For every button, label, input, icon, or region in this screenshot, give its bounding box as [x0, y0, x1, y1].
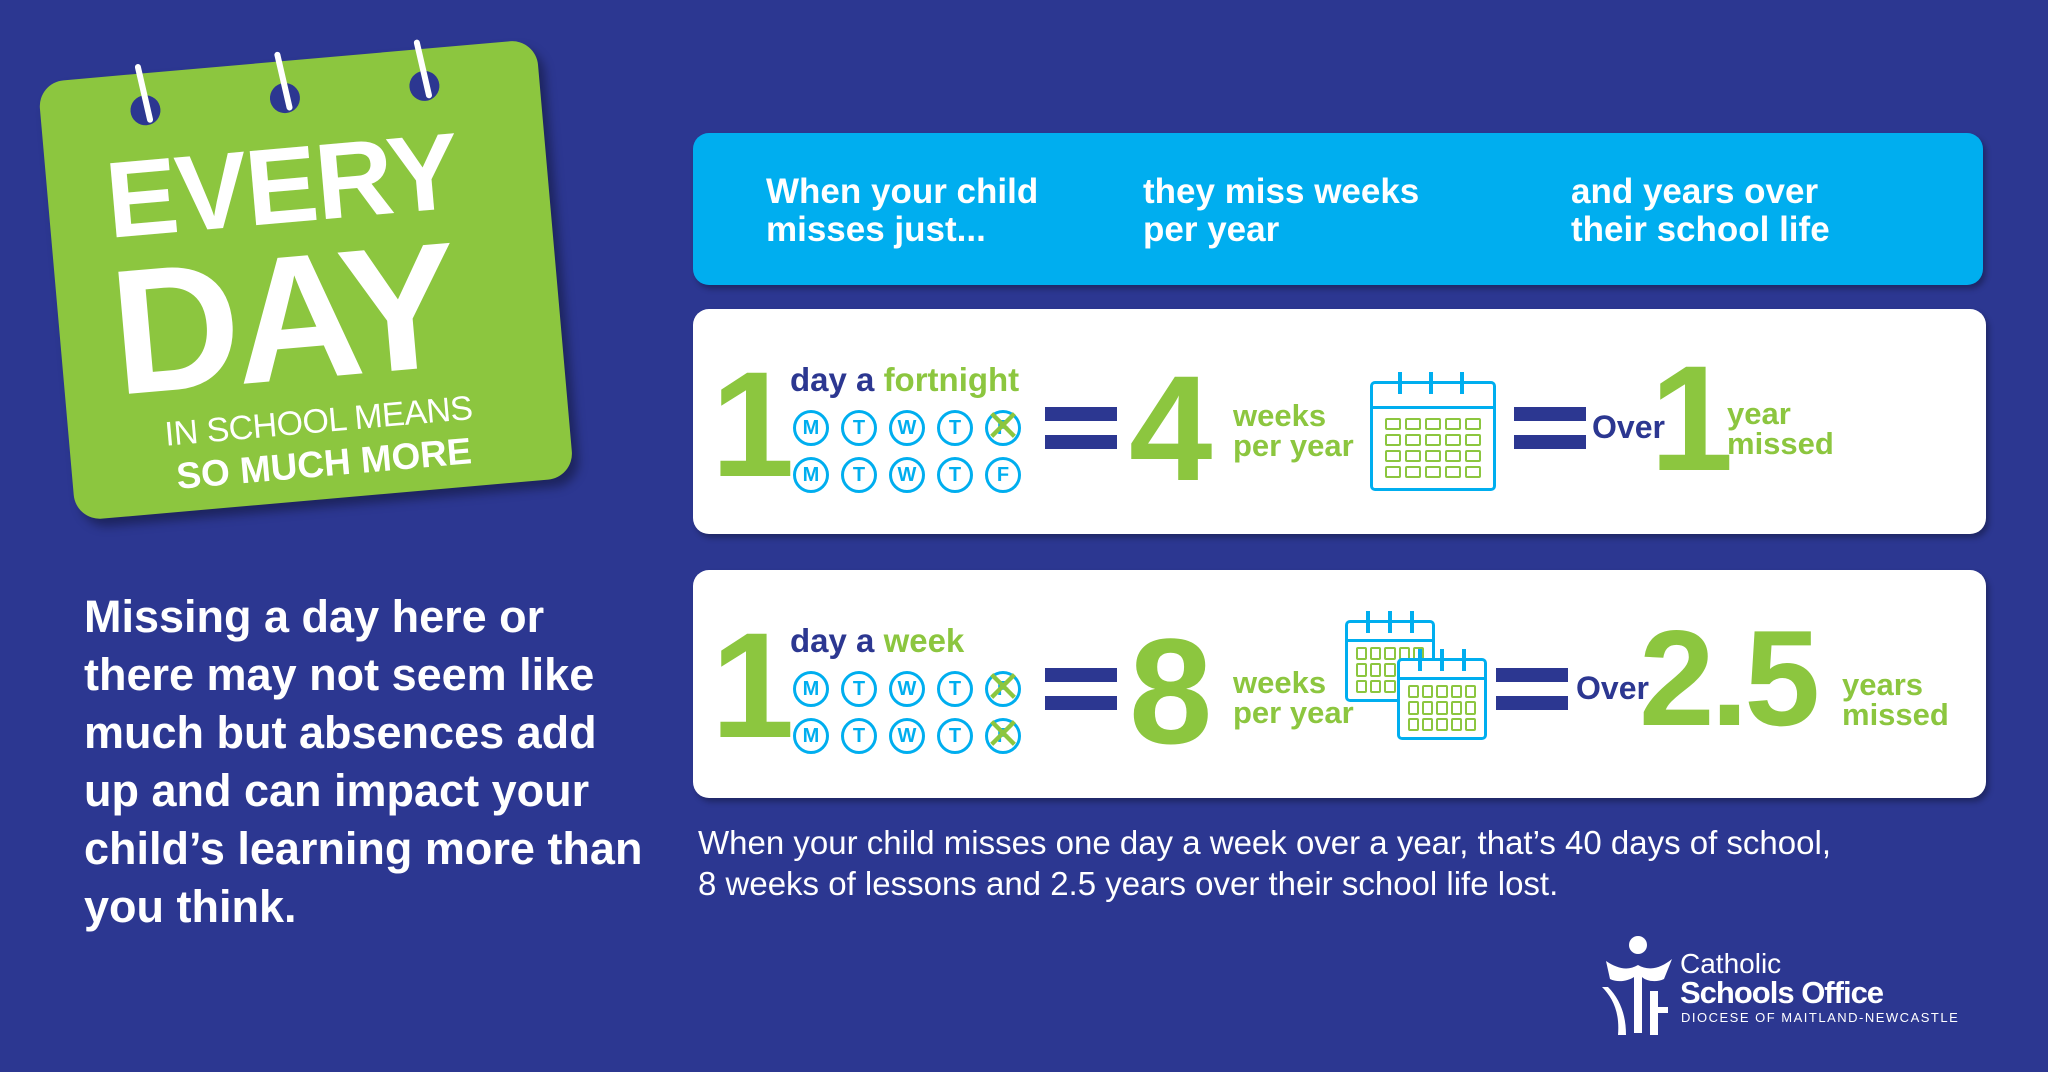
- day-letter: F: [996, 678, 1010, 700]
- row-week: 1 day a week M T W T F ✕ M T W T F ✕ 8 wee…: [693, 570, 1986, 798]
- day-letter: F: [996, 725, 1010, 747]
- header-col-weeks: they miss weeks per year: [1143, 172, 1420, 249]
- calendar-icon: [1397, 649, 1487, 740]
- day-letter: M: [802, 417, 820, 439]
- day-letter: F: [996, 417, 1010, 439]
- header-bar: When your child misses just... they miss…: [693, 133, 1983, 285]
- footnote-line-2: 8 weeks of lessons and 2.5 years over th…: [698, 865, 1559, 902]
- day-circle-missed: F ✕: [985, 713, 1022, 757]
- day-circle-missed: F ✕: [985, 405, 1022, 449]
- day-circle: W: [889, 718, 925, 754]
- day-circle: T: [841, 457, 877, 493]
- logo-line-catholic: Catholic: [1680, 948, 1782, 979]
- badge-card: EVERY DAY IN SCHOOL MEANS SO MUCH MORE: [37, 39, 575, 521]
- badge-title-day: DAY: [103, 204, 461, 433]
- misses-number: 1: [711, 340, 794, 508]
- years-label: years missed: [1842, 667, 1949, 732]
- day-circle: T: [841, 671, 877, 707]
- day-circle: T: [937, 410, 973, 446]
- weeks-number: 4: [1129, 344, 1213, 512]
- frequency-label: day a week: [790, 622, 964, 660]
- frequency-highlight: fortnight: [883, 361, 1020, 398]
- day-letter: T: [948, 417, 962, 439]
- day-letter: F: [996, 464, 1010, 486]
- day-circle: T: [937, 718, 973, 754]
- day-letter: M: [802, 464, 820, 486]
- logo-line-diocese: DIOCESE OF MAITLAND-NEWCASTLE: [1681, 1010, 1960, 1025]
- years-number: 1: [1650, 334, 1734, 502]
- frequency-prefix: day a: [790, 622, 884, 659]
- day-circle: M: [793, 457, 829, 493]
- day-circle: M: [793, 718, 829, 754]
- day-circle: T: [937, 457, 973, 493]
- years-number: 2.5: [1639, 602, 1820, 754]
- missed-cross-icon: ✕: [984, 402, 1022, 451]
- day-letter: T: [852, 725, 866, 747]
- day-letter: W: [897, 678, 917, 700]
- over-label: Over: [1576, 670, 1649, 706]
- footnote-line-1: When your child misses one day a week ov…: [698, 824, 1831, 861]
- day-letter: M: [802, 678, 820, 700]
- day-letter: T: [948, 725, 962, 747]
- misses-number: 1: [711, 601, 794, 769]
- footnote: When your child misses one day a week ov…: [698, 822, 1998, 904]
- frequency-highlight: week: [883, 622, 965, 659]
- logo-line-schools-office: Schools Office: [1680, 975, 1884, 1010]
- day-circle: W: [889, 457, 925, 493]
- catholic-schools-logo-icon: [1602, 936, 1672, 1035]
- missed-cross-icon: ✕: [984, 710, 1022, 759]
- day-letter: T: [852, 464, 866, 486]
- day-letter: T: [948, 678, 962, 700]
- day-circle-missed: F ✕: [985, 666, 1022, 710]
- row-fortnight: 1 day a fortnight M T W T F ✕ M T W T F 4…: [693, 309, 1986, 534]
- weeks-label: weeks per year: [1233, 665, 1354, 730]
- day-circle: T: [841, 410, 877, 446]
- day-circle: M: [793, 671, 829, 707]
- frequency-prefix: day a: [790, 361, 884, 398]
- day-letter: M: [802, 725, 820, 747]
- weeks-label: weeks per year: [1233, 398, 1354, 463]
- weeks-number: 8: [1129, 607, 1213, 775]
- day-circle: M: [793, 410, 829, 446]
- over-label: Over: [1592, 409, 1665, 445]
- day-letter: W: [897, 417, 917, 439]
- day-circle: T: [841, 718, 877, 754]
- header-col-misses: When your child misses just...: [766, 172, 1039, 249]
- day-letter: T: [852, 417, 866, 439]
- years-label: year missed: [1727, 396, 1834, 461]
- day-letter: W: [897, 464, 917, 486]
- day-circle: T: [937, 671, 973, 707]
- frequency-label: day a fortnight: [790, 361, 1019, 399]
- day-letter: W: [897, 725, 917, 747]
- day-circle: F: [985, 457, 1021, 493]
- day-letter: T: [948, 464, 962, 486]
- intro-paragraph: Missing a day here or there may not seem…: [84, 591, 643, 932]
- day-circle: W: [889, 410, 925, 446]
- day-circle: W: [889, 671, 925, 707]
- day-letter: T: [852, 678, 866, 700]
- missed-cross-icon: ✕: [984, 663, 1022, 712]
- header-col-years: and years over their school life: [1571, 172, 1830, 249]
- every-day-badge: EVERY DAY IN SCHOOL MEANS SO MUCH MORE: [34, 0, 575, 521]
- calendar-icon: [1370, 372, 1496, 491]
